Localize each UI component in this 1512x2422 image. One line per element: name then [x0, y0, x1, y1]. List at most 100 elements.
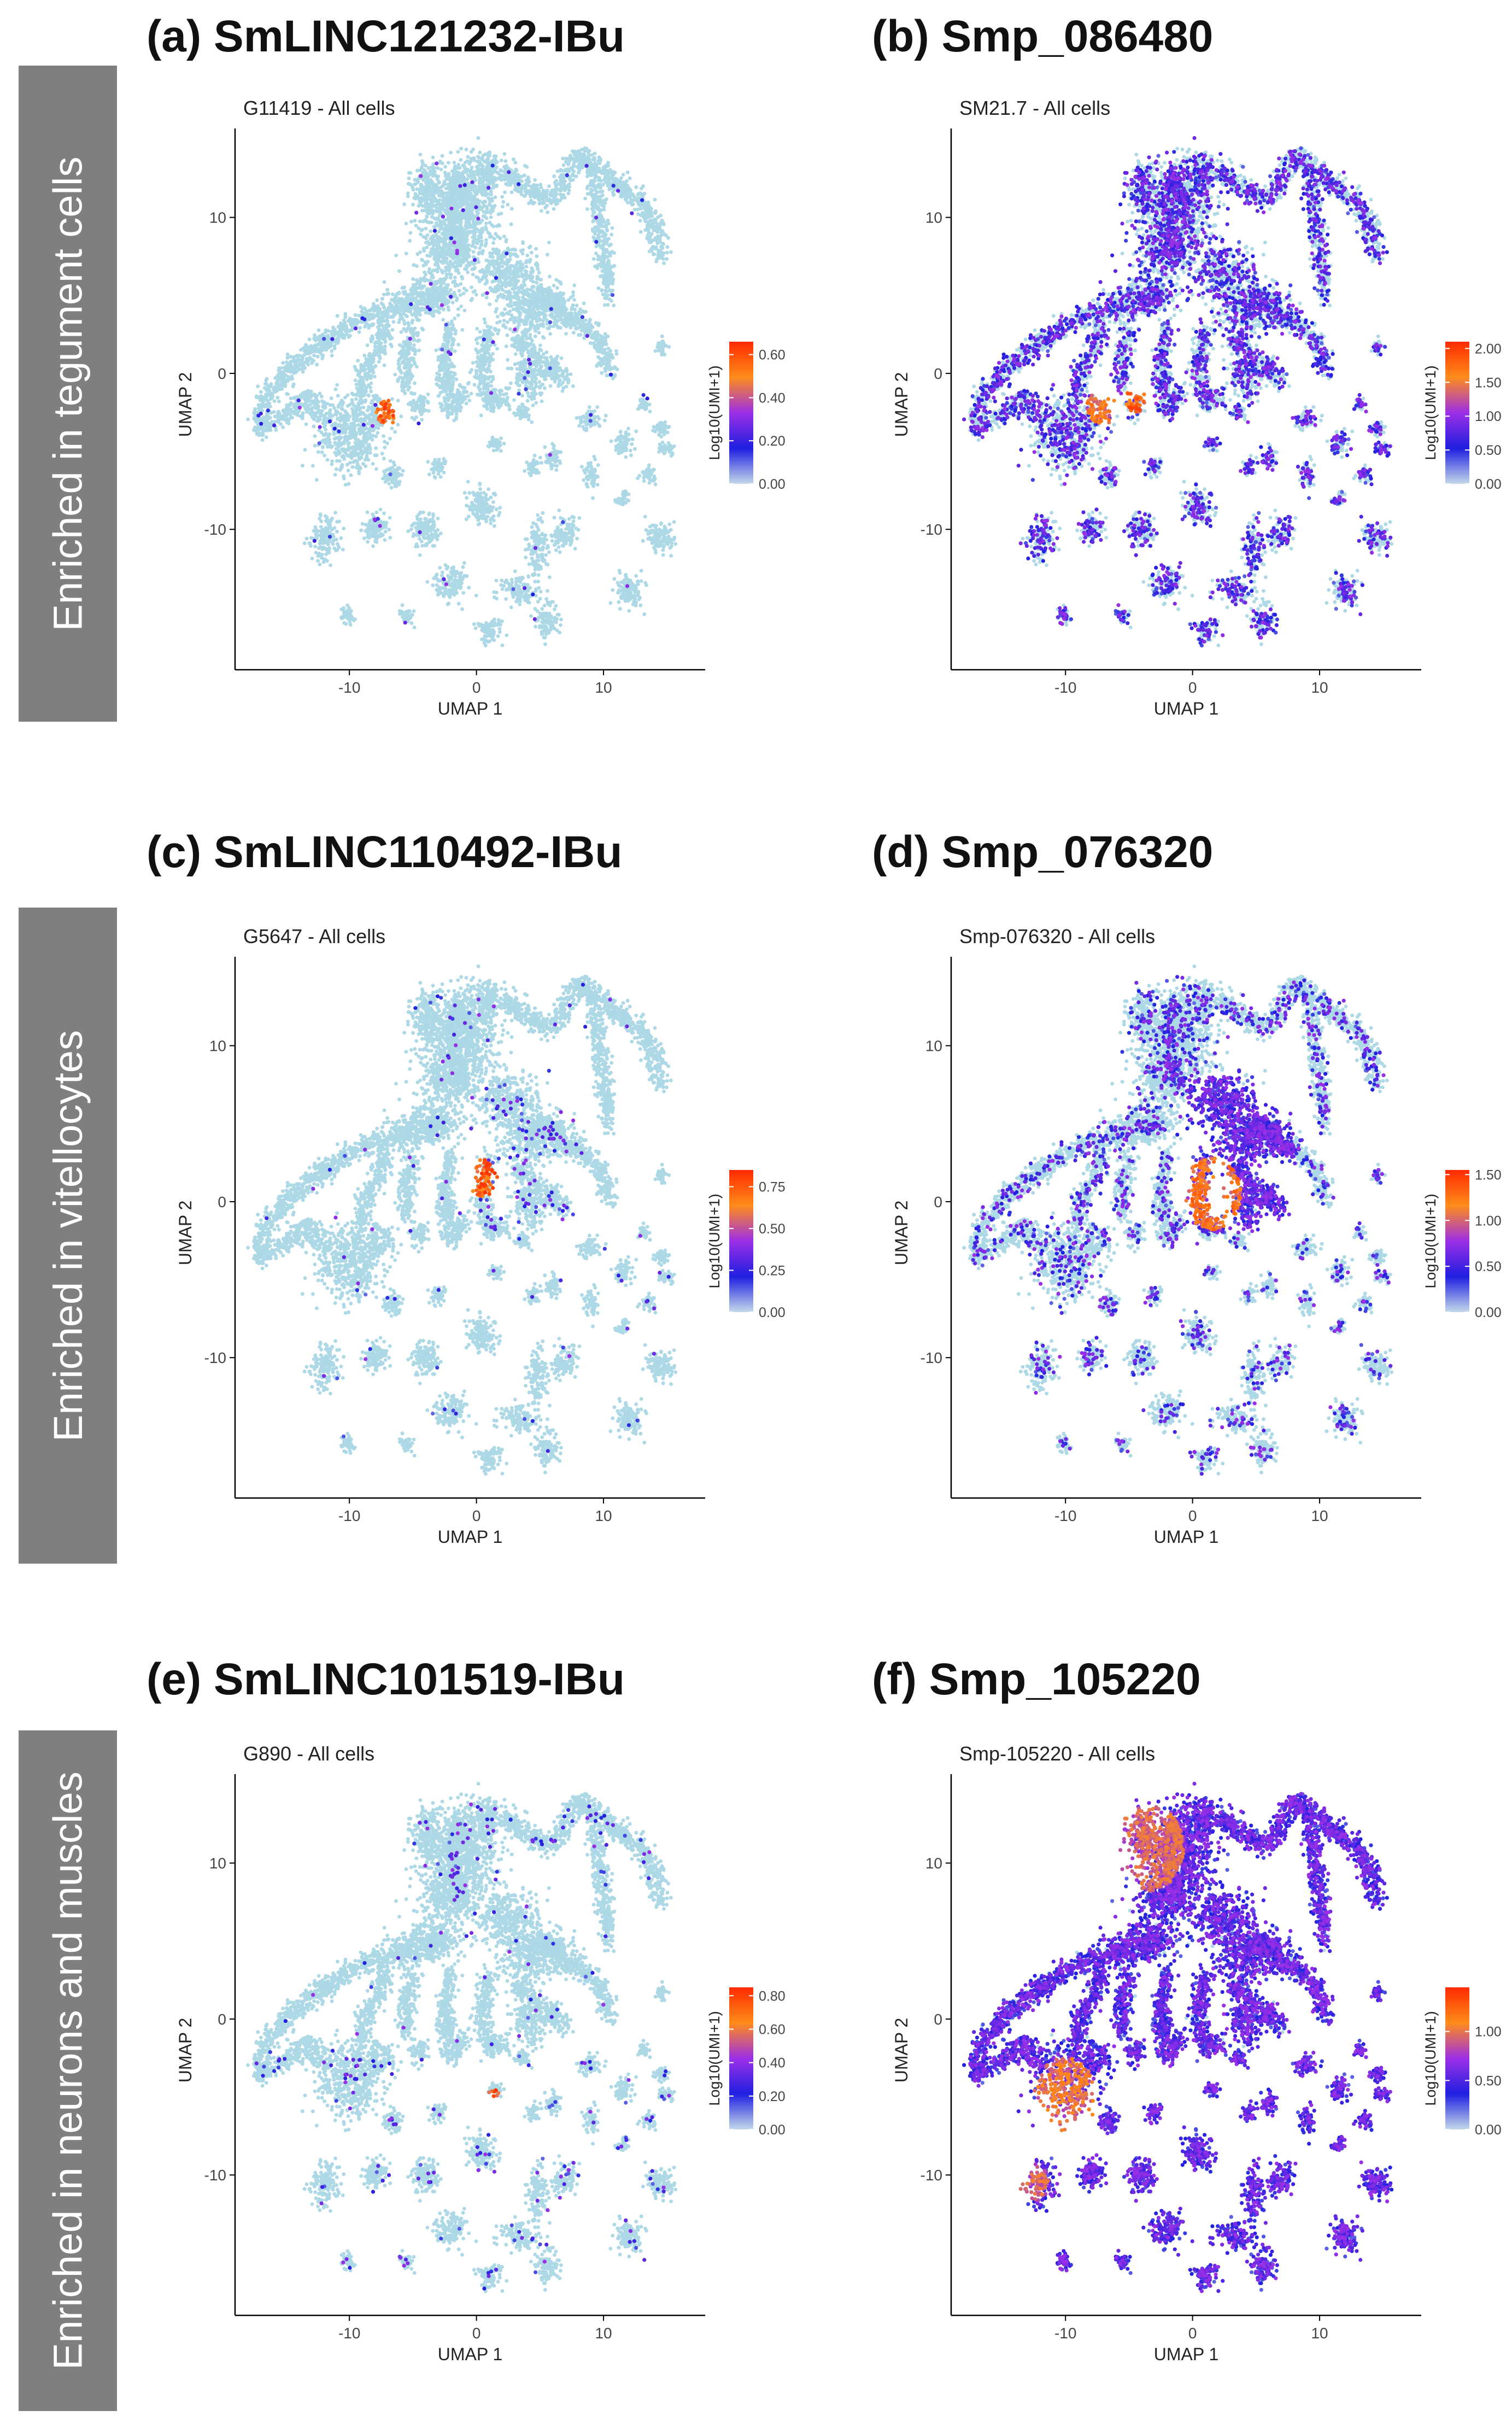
cell-point — [340, 463, 344, 467]
cell-point — [374, 467, 378, 471]
cell-point — [537, 567, 541, 571]
cell-point — [412, 399, 415, 402]
cell-point — [554, 468, 559, 472]
cell-point — [550, 463, 555, 467]
cell-point — [397, 269, 401, 273]
cell-point — [421, 235, 425, 239]
cell-point — [542, 336, 546, 340]
cell-point — [520, 251, 525, 256]
cell-point — [389, 485, 394, 490]
cell-point — [618, 436, 622, 440]
cell-point — [667, 522, 672, 526]
cell-point — [382, 524, 386, 529]
cell-point — [502, 152, 507, 156]
cell-point — [463, 160, 467, 165]
cell-point — [383, 440, 386, 444]
cell-point — [527, 594, 531, 598]
cell-point — [356, 423, 361, 427]
cell-point — [479, 232, 483, 237]
cell-point — [446, 574, 450, 578]
cell-point — [506, 202, 510, 207]
cell-point — [345, 393, 350, 397]
cell-point — [418, 510, 423, 514]
cell-point — [388, 516, 392, 520]
cell-point — [470, 224, 474, 228]
cell-point — [383, 475, 388, 479]
cell-point — [359, 528, 363, 533]
cell-point — [425, 399, 430, 403]
cell-point — [359, 448, 363, 452]
cell-point — [587, 405, 591, 409]
cell-point — [388, 536, 392, 540]
cell-point — [350, 400, 354, 405]
cell-point — [414, 406, 418, 411]
cell-point — [426, 392, 430, 396]
cell-point — [427, 472, 431, 477]
cell-point — [420, 418, 424, 422]
cell-point — [413, 219, 417, 223]
cell-point — [421, 264, 426, 268]
cell-point — [477, 207, 482, 211]
cell-point — [443, 296, 447, 300]
cell-point — [476, 155, 480, 159]
cell-point — [342, 419, 347, 423]
cell-point — [535, 277, 539, 281]
cell-point — [408, 171, 413, 175]
cell-point — [470, 196, 474, 200]
cell-point — [506, 266, 511, 270]
cell-point — [423, 270, 426, 274]
cell-point — [473, 230, 478, 234]
cell-point — [537, 625, 542, 629]
cell-point — [350, 407, 354, 411]
cell-point — [484, 621, 488, 625]
cell-point — [425, 543, 429, 547]
cell-point — [481, 154, 485, 158]
cell-point — [347, 442, 350, 446]
cell-point — [342, 606, 346, 610]
cell-point — [494, 299, 499, 303]
cell-point — [410, 524, 414, 528]
cell-point — [365, 437, 370, 442]
cell-point — [442, 586, 446, 589]
cell-point — [520, 266, 525, 271]
cell-point — [481, 637, 485, 641]
cell-point — [443, 231, 447, 235]
cell-point — [503, 290, 508, 294]
cell-point — [515, 293, 519, 297]
cell-point — [433, 575, 438, 579]
cell-point — [589, 476, 593, 479]
cell-point — [464, 258, 468, 262]
cell-point — [461, 576, 465, 580]
cell-point — [494, 290, 498, 294]
cell-point — [361, 443, 366, 447]
cell-point — [382, 469, 386, 473]
cell-point — [377, 528, 382, 531]
cell-point — [571, 519, 576, 523]
cell-point — [434, 531, 438, 536]
cell-point — [558, 459, 561, 463]
cell-point — [367, 443, 371, 447]
cell-point — [525, 318, 529, 323]
cell-point — [391, 292, 395, 296]
cell-point — [530, 270, 535, 274]
cell-point — [374, 434, 378, 438]
cell-point — [499, 449, 503, 453]
cell-point — [488, 161, 493, 165]
cell-point — [493, 195, 497, 200]
cell-point — [426, 240, 430, 244]
cell-point — [572, 283, 577, 288]
cell-point — [553, 616, 557, 620]
cell-point — [434, 535, 438, 540]
cell-point — [371, 529, 375, 533]
cell-point — [479, 242, 484, 247]
cell-point — [442, 250, 446, 255]
cell-point — [421, 247, 426, 251]
cell-point — [342, 423, 346, 426]
cell-point — [369, 389, 373, 394]
cell-point — [470, 188, 474, 192]
cell-point — [397, 479, 402, 484]
panel-title-d: (d) Smp_076320 — [872, 827, 1213, 878]
cell-point — [638, 603, 643, 607]
cell-point — [447, 588, 451, 593]
cell-point — [366, 535, 370, 539]
